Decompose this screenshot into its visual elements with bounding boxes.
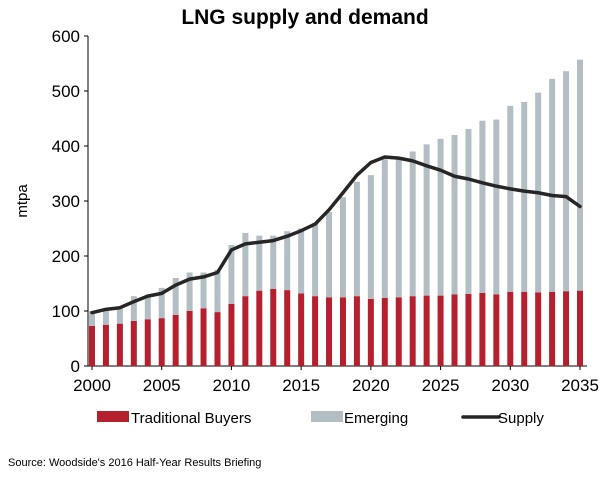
x-tick-label: 2020 <box>352 376 390 395</box>
legend-label-traditional-buyers: Traditional Buyers <box>131 410 251 427</box>
bar-emerging <box>256 235 263 291</box>
bar-traditional-buyers <box>353 296 360 366</box>
x-tick-label: 2030 <box>491 376 529 395</box>
bar-traditional-buyers <box>549 291 556 366</box>
bar-traditional-buyers <box>130 320 137 366</box>
y-axis-label: mtpa <box>14 184 31 218</box>
legend-swatch-emerging <box>311 411 343 422</box>
bar-emerging <box>437 138 444 296</box>
bar-traditional-buyers <box>312 296 319 366</box>
bar-emerging <box>521 102 528 292</box>
bar-emerging <box>423 144 430 296</box>
bar-emerging <box>479 120 486 293</box>
y-tick-label: 200 <box>52 247 80 266</box>
bar-emerging <box>102 311 109 325</box>
bar-emerging <box>326 212 333 298</box>
bar-emerging <box>395 158 402 298</box>
bar-traditional-buyers <box>172 314 179 366</box>
bar-emerging <box>451 135 458 295</box>
legend-swatch-traditional-buyers <box>97 411 129 422</box>
series-line-supply <box>90 155 582 315</box>
bar-traditional-buyers <box>326 297 333 366</box>
bar-traditional-buyers <box>102 324 109 366</box>
x-tick-label: 2005 <box>143 376 181 395</box>
bar-emerging <box>409 151 416 297</box>
y-tick-label: 300 <box>52 192 80 211</box>
x-tick-label: 2010 <box>213 376 251 395</box>
bar-traditional-buyers <box>395 297 402 366</box>
bar-emerging <box>339 197 346 298</box>
y-tick-label: 600 <box>52 27 80 46</box>
bar-emerging <box>228 245 235 304</box>
y-tick-label: 0 <box>71 357 80 376</box>
source-note: Source: Woodside's 2016 Half-Year Result… <box>8 457 262 469</box>
bar-traditional-buyers <box>437 295 444 366</box>
x-tick-label: 2025 <box>422 376 460 395</box>
bar-traditional-buyers <box>563 291 570 366</box>
bar-emerging <box>367 175 374 299</box>
bar-traditional-buyers <box>270 289 277 366</box>
bar-emerging <box>381 159 388 298</box>
bar-emerging <box>284 231 291 291</box>
bar-traditional-buyers <box>423 295 430 366</box>
legend-label-supply: Supply <box>498 410 544 427</box>
bar-traditional-buyers <box>493 294 500 366</box>
bar-traditional-buyers <box>298 293 305 366</box>
bar-traditional-buyers <box>256 290 263 366</box>
bar-traditional-buyers <box>144 319 151 366</box>
bar-emerging <box>507 105 514 292</box>
x-tick-label: 2035 <box>561 376 599 395</box>
bar-traditional-buyers <box>89 325 95 366</box>
bar-emerging <box>186 272 193 311</box>
bar-emerging <box>465 128 472 294</box>
y-tick-label: 400 <box>52 137 80 156</box>
bar-emerging <box>214 269 221 313</box>
bar-emerging <box>200 272 207 309</box>
legend-label-emerging: Emerging <box>344 410 408 427</box>
bar-traditional-buyers <box>200 308 207 366</box>
bar-traditional-buyers <box>228 303 235 366</box>
bar-traditional-buyers <box>284 290 291 366</box>
bar-emerging <box>89 311 95 326</box>
bar-emerging <box>312 223 319 297</box>
bar-emerging <box>549 78 556 292</box>
bar-traditional-buyers <box>507 291 514 366</box>
bar-emerging <box>298 228 305 294</box>
bar-traditional-buyers <box>158 318 165 366</box>
bar-traditional-buyers <box>409 296 416 366</box>
bar-emerging <box>353 181 360 297</box>
chart-title: LNG supply and demand <box>181 6 429 29</box>
bar-emerging <box>130 296 137 321</box>
bar-traditional-buyers <box>535 292 542 366</box>
bar-traditional-buyers <box>577 290 583 366</box>
bar-emerging <box>577 59 583 291</box>
bar-traditional-buyers <box>116 323 123 366</box>
bar-emerging <box>158 287 165 319</box>
bar-traditional-buyers <box>339 297 346 366</box>
bar-emerging <box>493 119 500 295</box>
bar-emerging <box>144 294 151 320</box>
bar-traditional-buyers <box>465 293 472 366</box>
bar-emerging <box>116 308 123 324</box>
y-tick-label: 500 <box>52 82 80 101</box>
bar-traditional-buyers <box>367 298 374 366</box>
x-tick-label: 2000 <box>73 376 111 395</box>
bar-traditional-buyers <box>186 311 193 366</box>
bar-traditional-buyers <box>381 297 388 366</box>
bar-emerging <box>270 235 277 289</box>
y-tick-label: 100 <box>52 302 80 321</box>
bar-traditional-buyers <box>242 296 249 366</box>
bar-emerging <box>172 278 179 315</box>
bar-traditional-buyers <box>521 291 528 366</box>
bar-emerging <box>242 232 249 297</box>
bar-traditional-buyers <box>451 294 458 366</box>
bar-emerging <box>563 71 570 292</box>
bar-traditional-buyers <box>214 312 221 366</box>
x-tick-label: 2015 <box>282 376 320 395</box>
bar-traditional-buyers <box>479 292 486 366</box>
